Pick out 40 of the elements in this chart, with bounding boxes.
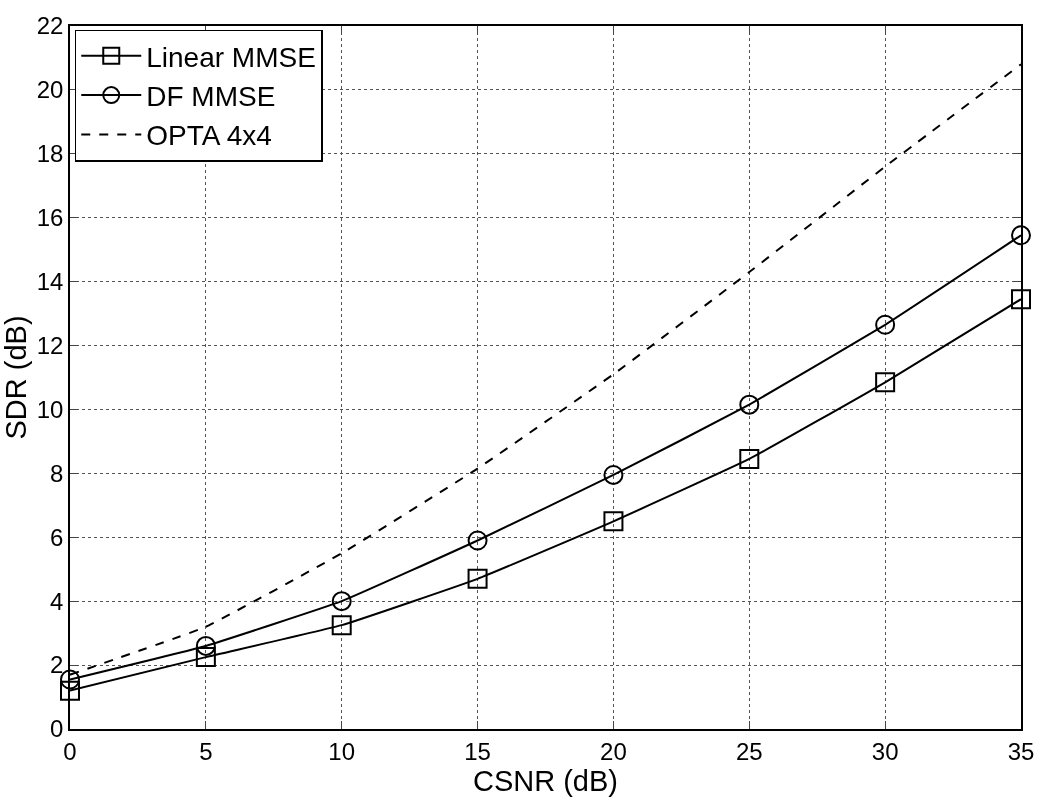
point <box>195 647 216 668</box>
x-axis-title: CSNR (dB) <box>472 764 619 797</box>
point <box>739 448 760 469</box>
x-tick-label: 30 <box>871 737 899 765</box>
legend-label: Linear MMSE <box>146 41 316 73</box>
y-tick-label: 20 <box>36 76 64 104</box>
y-tick-label: 22 <box>36 12 64 40</box>
y-tick-label: 18 <box>36 140 64 168</box>
point <box>603 511 624 532</box>
point <box>60 680 80 701</box>
y-tick-label: 16 <box>36 204 64 232</box>
point <box>875 314 896 335</box>
point <box>60 669 80 690</box>
y-tick-label: 0 <box>50 715 64 743</box>
point <box>603 464 624 485</box>
point <box>467 568 488 589</box>
point <box>1011 225 1031 246</box>
point <box>1011 289 1031 310</box>
y-tick-label: 2 <box>50 651 64 679</box>
point <box>331 615 352 636</box>
y-tick-label: 12 <box>36 331 64 359</box>
y-tick-label: 4 <box>50 587 64 615</box>
point <box>875 372 896 393</box>
y-tick-label: 14 <box>36 268 64 296</box>
point <box>467 530 488 551</box>
legend-label: OPTA 4x4 <box>146 120 272 152</box>
x-tick-label: 20 <box>600 737 627 765</box>
x-tick-label: 15 <box>464 737 491 765</box>
y-axis-title: SDR (dB) <box>0 315 32 440</box>
point <box>331 591 352 612</box>
x-tick-label: 35 <box>1007 737 1035 765</box>
x-tick-label: 5 <box>199 737 213 765</box>
point <box>195 635 216 656</box>
y-tick-label: 10 <box>36 395 64 423</box>
x-tick-label: 25 <box>735 737 763 765</box>
legend-label: DF MMSE <box>146 81 276 113</box>
y-tick-label: 8 <box>50 459 64 487</box>
x-tick-label: 10 <box>328 737 356 765</box>
point <box>739 394 760 415</box>
y-tick-label: 6 <box>50 523 64 551</box>
